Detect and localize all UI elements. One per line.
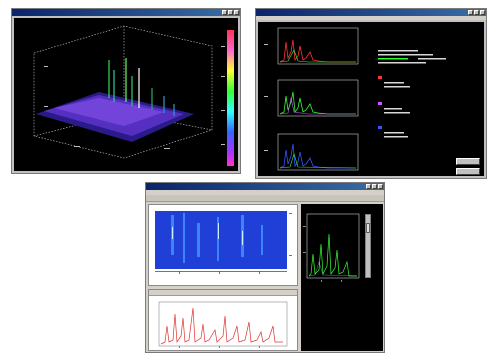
heatmap-ticks (155, 213, 292, 274)
spectrum-plot-1 (277, 27, 359, 65)
trace-ticks (179, 346, 260, 348)
trace-svg (158, 301, 288, 348)
trace-panel (148, 289, 298, 351)
side-spectrum-ticks (303, 226, 342, 282)
colorbar-ticks (221, 46, 225, 145)
titlebar[interactable] (12, 9, 240, 16)
minimize-icon[interactable] (468, 10, 473, 15)
surface-plot-svg (33, 25, 234, 166)
close-icon[interactable] (378, 184, 383, 189)
dialog-button-1[interactable] (456, 158, 480, 165)
minimize-icon[interactable] (366, 184, 371, 189)
heatmap-hotspots (172, 223, 243, 245)
heatmap-panel (148, 204, 298, 286)
axis-ticks (44, 66, 170, 149)
trace-line (160, 307, 283, 345)
side-spectrum-line (308, 233, 357, 277)
toolbar (146, 195, 384, 202)
titlebar[interactable] (146, 183, 384, 190)
scrollbar-icon[interactable] (365, 214, 371, 278)
info-text-block-1 (378, 50, 446, 64)
heatmap-svg (155, 211, 292, 274)
surface-peaks (108, 58, 175, 116)
info-text-block-2 (378, 76, 410, 88)
spectrum-plot-3 (277, 133, 359, 171)
scrollbar-thumb[interactable] (366, 223, 370, 233)
menubar[interactable] (146, 190, 384, 195)
trace-panel-header (149, 290, 297, 296)
surface-plot-area (14, 18, 238, 171)
maximize-icon[interactable] (474, 10, 479, 15)
close-icon[interactable] (234, 10, 239, 15)
heatmap-field (155, 211, 287, 269)
menubar[interactable] (256, 16, 486, 20)
colorbar-icon (227, 30, 234, 166)
window-stacked-spectra (255, 8, 487, 179)
dialog-button-2[interactable] (456, 168, 480, 175)
window-3d-surface (11, 8, 241, 174)
titlebar[interactable] (256, 9, 486, 16)
info-text-block-4 (378, 126, 408, 138)
maximize-icon[interactable] (372, 184, 377, 189)
side-spectrum-panel (301, 204, 383, 351)
spectrum-plot-2 (277, 79, 359, 117)
info-text-block-3 (378, 102, 410, 114)
spectra-area (258, 22, 484, 176)
side-spectrum-svg (303, 213, 360, 282)
close-icon[interactable] (480, 10, 485, 15)
spectra-svg (264, 27, 446, 171)
maximize-icon[interactable] (228, 10, 233, 15)
window-analysis (145, 182, 385, 353)
surface-top (54, 98, 164, 126)
axis-markers (264, 44, 268, 151)
minimize-icon[interactable] (222, 10, 227, 15)
